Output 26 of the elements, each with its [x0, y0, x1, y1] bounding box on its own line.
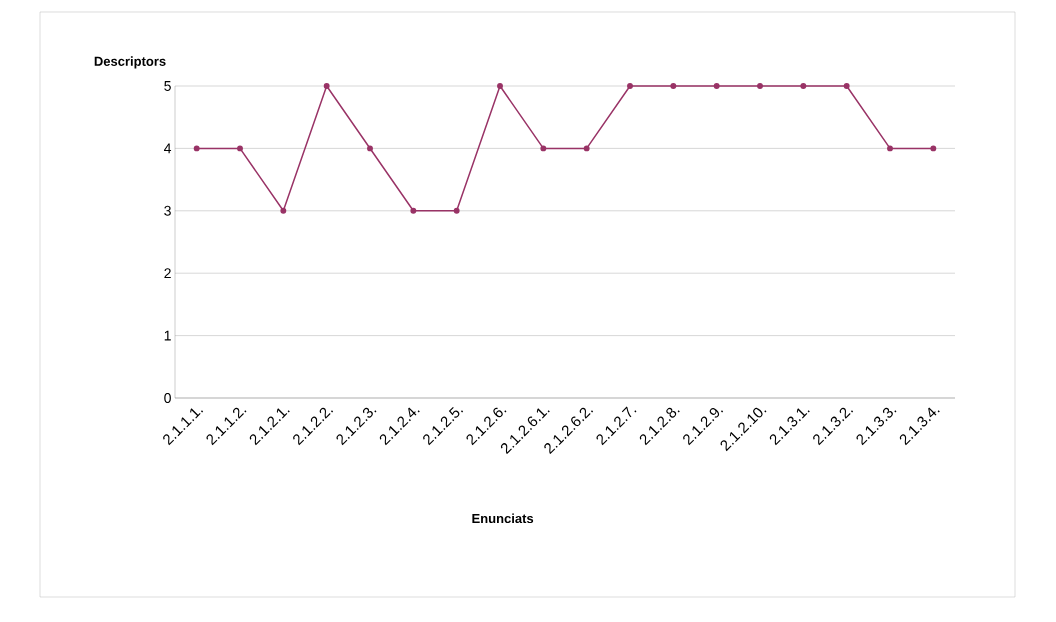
point — [800, 83, 807, 89]
y-tick-label: 5 — [164, 81, 171, 91]
point — [930, 145, 937, 152]
point — [713, 83, 720, 89]
point — [670, 83, 677, 89]
x-axis-title: Enunciats — [472, 513, 534, 524]
y-tick-label: 3 — [164, 205, 171, 216]
point — [583, 145, 590, 152]
y-tick-label: 1 — [164, 330, 171, 341]
point — [540, 145, 547, 152]
point — [410, 207, 417, 214]
point — [887, 145, 893, 152]
point — [193, 145, 200, 152]
y-axis-title: Descriptors — [94, 56, 166, 69]
point — [323, 83, 330, 89]
point — [367, 145, 373, 152]
point — [627, 83, 633, 89]
point — [843, 83, 850, 89]
y-tick-label: 2 — [164, 268, 171, 279]
point — [237, 145, 243, 152]
point — [453, 207, 460, 214]
y-tick-label: 4 — [164, 143, 172, 154]
point — [757, 83, 763, 89]
point — [497, 83, 503, 89]
y-tick-label: 0 — [164, 393, 171, 403]
point — [280, 207, 287, 214]
